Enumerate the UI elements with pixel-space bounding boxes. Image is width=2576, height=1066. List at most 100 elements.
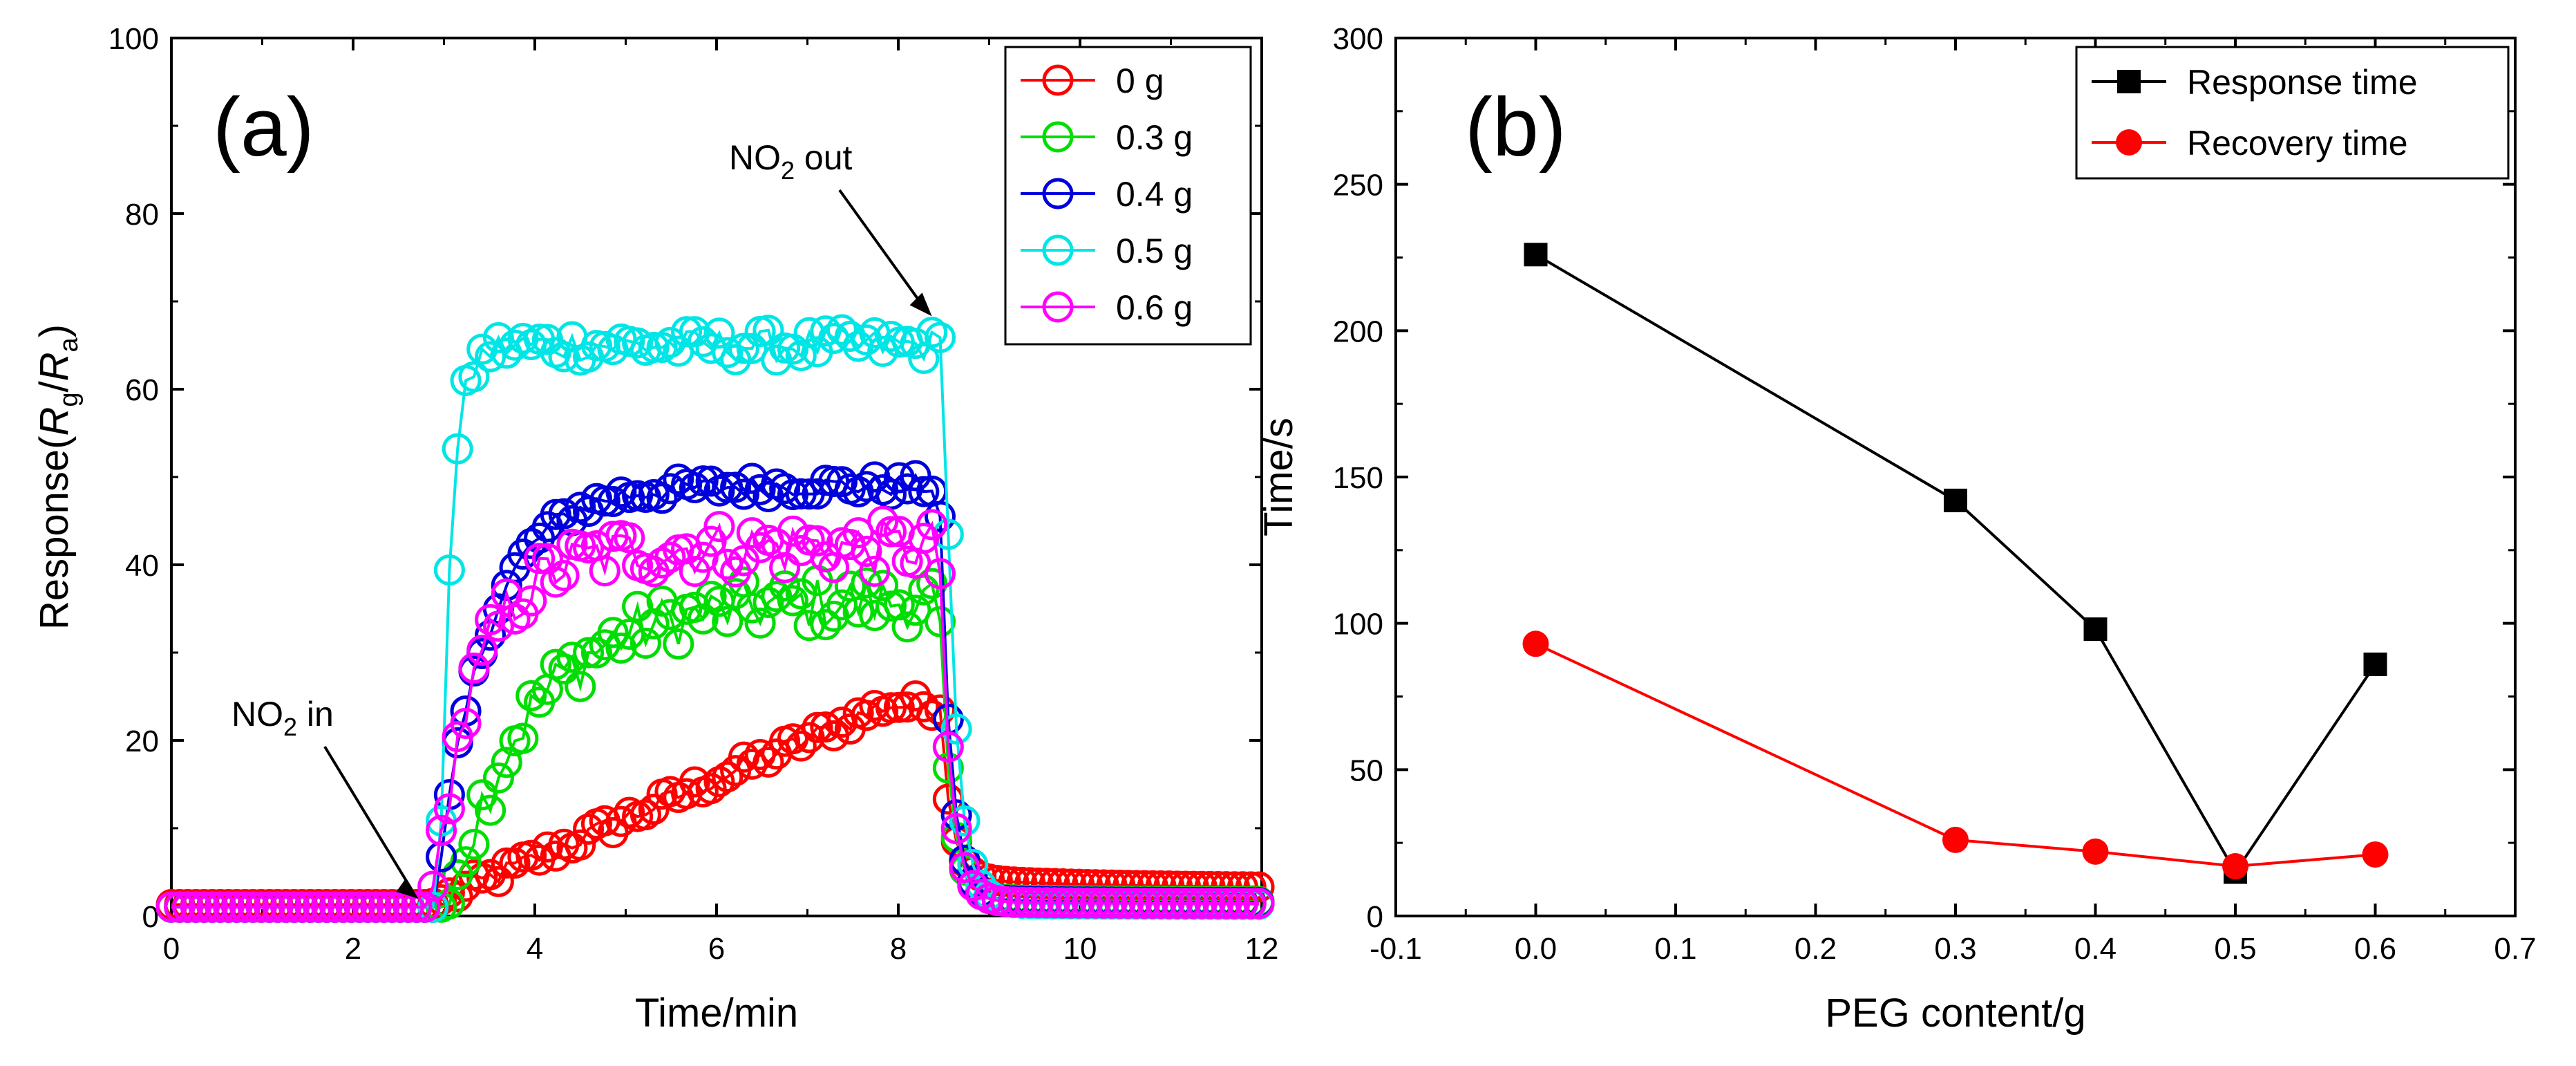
data-point: [229, 891, 261, 923]
data-point: [810, 711, 842, 743]
data-point: [736, 333, 768, 364]
data-point: [1177, 888, 1209, 919]
data-point: [482, 762, 514, 794]
data-point: [646, 483, 678, 514]
data-point: [1522, 630, 1549, 657]
annotation-sub: 2: [781, 156, 795, 185]
y-axis-title-part: R: [32, 407, 77, 436]
x-tick-label: 6: [708, 932, 725, 966]
data-point: [270, 891, 302, 923]
data-point: [426, 814, 457, 846]
series-0_3g: [155, 565, 1275, 923]
y-axis-title: Time/s: [1256, 418, 1301, 536]
data-point: [328, 891, 359, 923]
data-point: [810, 315, 842, 347]
data-point: [744, 607, 776, 639]
data-point: [573, 813, 605, 845]
legend: 0 g 0.3 g 0.4 g 0.5 g 0.6 g: [1004, 46, 1252, 346]
data-point: [303, 891, 334, 923]
data-point: [622, 327, 654, 359]
panel-label: (a): [213, 81, 314, 174]
data-point: [859, 555, 891, 587]
data-point: [1137, 870, 1168, 901]
data-point: [842, 596, 874, 628]
data-point: [744, 474, 776, 505]
legend-swatch-marker: [1042, 178, 1074, 209]
data-point: [703, 586, 735, 617]
data-point: [712, 548, 744, 580]
data-point: [1063, 887, 1095, 919]
legend-swatch-marker: [1042, 291, 1074, 323]
data-point: [426, 841, 457, 872]
data-point: [482, 866, 514, 897]
series-recovery-time: [1522, 630, 2389, 880]
data-point: [221, 891, 253, 923]
data-point: [1072, 868, 1104, 900]
annotation-arrowhead: [396, 877, 419, 899]
x-axis-title: Time/min: [635, 991, 798, 1036]
data-point: [867, 505, 899, 537]
data-point: [728, 478, 759, 510]
data-point: [712, 606, 744, 637]
data-point: [1047, 887, 1079, 919]
data-point: [450, 707, 482, 739]
y-axis-title-sub: a: [55, 337, 84, 352]
data-point: [769, 473, 801, 505]
x-tick-label: 0.5: [2214, 932, 2256, 966]
data-point: [1162, 888, 1193, 919]
data-point: [703, 511, 735, 543]
data-point: [703, 317, 735, 349]
data-point: [548, 341, 580, 373]
legend-swatch-marker: [1042, 64, 1074, 96]
y-tick-label: 250: [1333, 169, 1383, 203]
data-point: [1088, 869, 1119, 901]
y-tick-label: 300: [1333, 22, 1383, 56]
data-point: [1104, 870, 1136, 901]
data-point: [1128, 888, 1160, 919]
data-point: [442, 433, 473, 465]
data-point: [875, 692, 907, 724]
y-axis-title: Response(Rg/Ra): [32, 324, 84, 630]
data-point: [368, 891, 400, 923]
data-point: [1524, 243, 1548, 267]
data-point: [851, 324, 882, 356]
data-point: [1145, 888, 1177, 919]
data-point: [1023, 867, 1054, 899]
data-point: [1079, 869, 1111, 901]
data-point: [916, 475, 948, 507]
y-tick-label: 100: [1333, 608, 1383, 642]
series-response-time: [1524, 243, 2387, 884]
data-point: [744, 738, 776, 770]
data-point: [654, 541, 686, 573]
data-point: [245, 891, 277, 923]
legend-swatch-marker: [2117, 70, 2141, 93]
annotation-arrow: [323, 745, 415, 892]
data-point: [458, 652, 490, 684]
x-tick-label: 0.3: [1934, 932, 1976, 966]
data-point: [475, 341, 506, 373]
data-point: [1072, 887, 1104, 919]
y-tick-label: 0: [1367, 900, 1383, 934]
data-point: [556, 642, 588, 673]
legend-swatch-marker: [1042, 121, 1074, 153]
data-point: [515, 585, 547, 617]
y-tick-label: 60: [125, 373, 159, 407]
data-point: [1942, 826, 1969, 853]
data-point: [826, 589, 858, 621]
legend: Response time Recovery time: [2075, 46, 2510, 180]
data-point: [712, 761, 744, 793]
data-point: [908, 476, 940, 507]
y-tick-label: 80: [125, 198, 159, 232]
x-tick-label: 0.2: [1794, 932, 1837, 966]
x-tick-label: 8: [890, 932, 907, 966]
data-point: [565, 829, 596, 861]
data-point: [1055, 887, 1087, 919]
panel-label: (b): [1465, 81, 1566, 174]
y-axis-title-part: /: [32, 380, 77, 392]
data-point: [932, 731, 964, 763]
data-point: [663, 463, 694, 495]
data-point: [1137, 888, 1168, 919]
y-tick-label: 20: [125, 724, 159, 758]
legend-label: 0 g: [1116, 62, 1164, 100]
data-point: [254, 891, 285, 923]
